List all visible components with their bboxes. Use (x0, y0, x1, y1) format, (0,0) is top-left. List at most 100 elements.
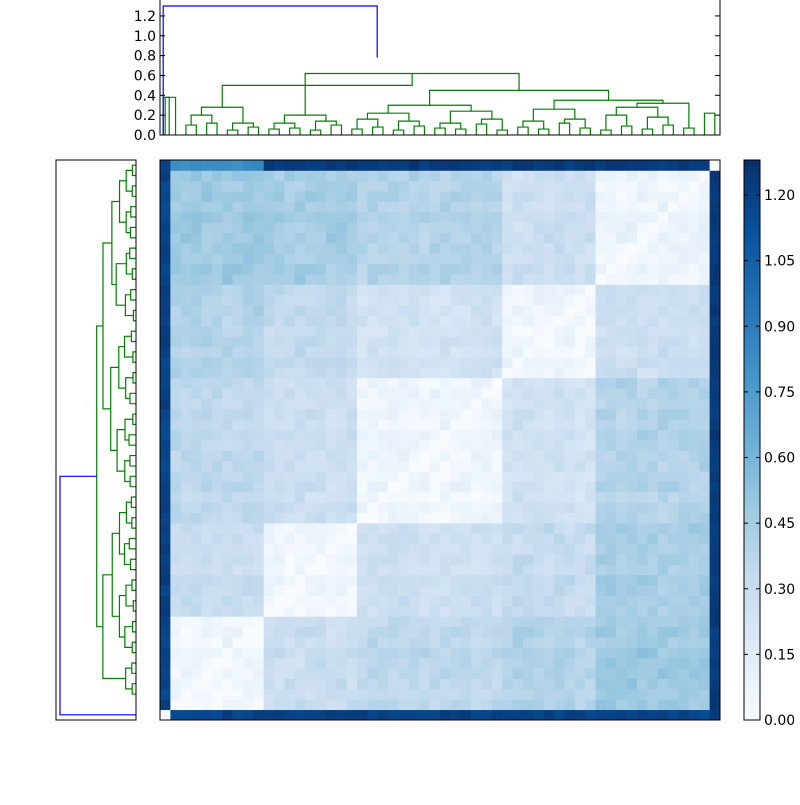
heatmap-cell (325, 450, 337, 462)
heatmap-cell (460, 709, 472, 721)
heatmap-cell (626, 346, 638, 358)
heatmap-cell (388, 533, 399, 545)
heatmap-cell (585, 284, 596, 296)
heatmap-cell (543, 294, 555, 306)
heatmap-cell (471, 564, 482, 576)
heatmap-cell (668, 481, 679, 493)
heatmap-cell (367, 160, 379, 171)
heatmap-cell (564, 440, 576, 451)
heatmap-cell (440, 408, 451, 420)
heatmap-cell (398, 191, 410, 202)
heatmap-cell (647, 211, 659, 223)
heatmap-cell (274, 647, 285, 659)
heatmap-cell (647, 232, 659, 244)
heatmap-cell (699, 450, 711, 462)
heatmap-cell (543, 408, 555, 420)
heatmap-cell (346, 616, 358, 628)
heatmap-cell (491, 533, 503, 545)
heatmap-cell (346, 346, 358, 358)
heatmap-cell (284, 502, 296, 513)
heatmap-cell (512, 232, 524, 244)
heatmap-cell (191, 543, 202, 555)
heatmap-cell (325, 709, 337, 721)
heatmap-cell (554, 367, 565, 379)
heatmap-cell (211, 388, 223, 399)
heatmap-cell (605, 626, 617, 638)
heatmap-cell (616, 388, 628, 399)
heatmap-cell (688, 367, 700, 379)
heatmap-cell (647, 440, 659, 451)
top-dendrogram-link (397, 120, 420, 131)
heatmap-cell (626, 605, 638, 617)
heatmap-cell (512, 595, 524, 607)
heatmap-cell (325, 263, 337, 275)
heatmap-cell (471, 595, 482, 607)
heatmap-cell (585, 191, 596, 202)
heatmap-cell (284, 305, 296, 316)
heatmap-cell (585, 253, 596, 265)
heatmap-cell (232, 637, 244, 648)
heatmap-cell (274, 491, 285, 503)
heatmap-cell (294, 699, 306, 711)
heatmap-cell (201, 543, 213, 555)
heatmap-cell (554, 388, 565, 399)
heatmap-cell (616, 346, 628, 358)
heatmap-cell (554, 502, 565, 513)
heatmap-cell (284, 253, 296, 265)
heatmap-cell (460, 471, 472, 482)
heatmap-cell (574, 522, 586, 534)
heatmap-cell (709, 554, 721, 565)
heatmap-cell (678, 274, 690, 285)
heatmap-cell (170, 595, 182, 607)
heatmap-cell (543, 657, 555, 669)
heatmap-cell (481, 336, 493, 348)
heatmap-cell (699, 647, 711, 659)
heatmap-cell (554, 709, 565, 721)
heatmap-cell (419, 180, 431, 192)
heatmap-cell (253, 647, 265, 659)
heatmap-cell (647, 688, 659, 700)
heatmap-cell (222, 543, 233, 555)
heatmap-cell (440, 253, 451, 265)
heatmap-cell (688, 191, 700, 202)
heatmap-cell (605, 440, 617, 451)
heatmap-cell (512, 699, 524, 711)
heatmap-cell (543, 263, 555, 275)
heatmap-cell (274, 688, 285, 700)
heatmap-cell (357, 191, 368, 202)
heatmap-cell (574, 533, 586, 545)
heatmap-cell (440, 657, 451, 669)
heatmap-cell (191, 709, 202, 721)
heatmap-cell (242, 647, 254, 659)
heatmap-cell (191, 522, 202, 534)
heatmap-cell (346, 440, 358, 451)
heatmap-cell (699, 668, 711, 679)
heatmap-cell (709, 222, 721, 233)
heatmap-cell (657, 574, 669, 586)
heatmap-cell (398, 180, 410, 192)
heatmap-cell (325, 294, 337, 306)
heatmap-cell (222, 325, 233, 337)
heatmap-cell (595, 522, 607, 534)
heatmap-cell (574, 481, 586, 493)
heatmap-cell (170, 253, 182, 265)
heatmap-cell (325, 419, 337, 431)
heatmap-cell (429, 668, 441, 679)
heatmap-cell (605, 647, 617, 659)
heatmap-cell (170, 637, 182, 648)
heatmap-cell (668, 346, 679, 358)
heatmap-cell (388, 481, 399, 493)
heatmap-cell (170, 170, 182, 182)
heatmap-cell (388, 688, 399, 700)
heatmap-cell (626, 222, 638, 233)
heatmap-cell (253, 211, 265, 223)
heatmap-cell (377, 709, 389, 721)
heatmap-cell (170, 564, 182, 576)
heatmap-cell (647, 502, 659, 513)
top-dendrogram-link (366, 112, 410, 122)
heatmap-cell (668, 253, 679, 265)
heatmap-cell (554, 637, 565, 648)
heatmap-cell (222, 170, 233, 182)
heatmap-cell (170, 284, 182, 296)
heatmap-cell (253, 274, 265, 285)
